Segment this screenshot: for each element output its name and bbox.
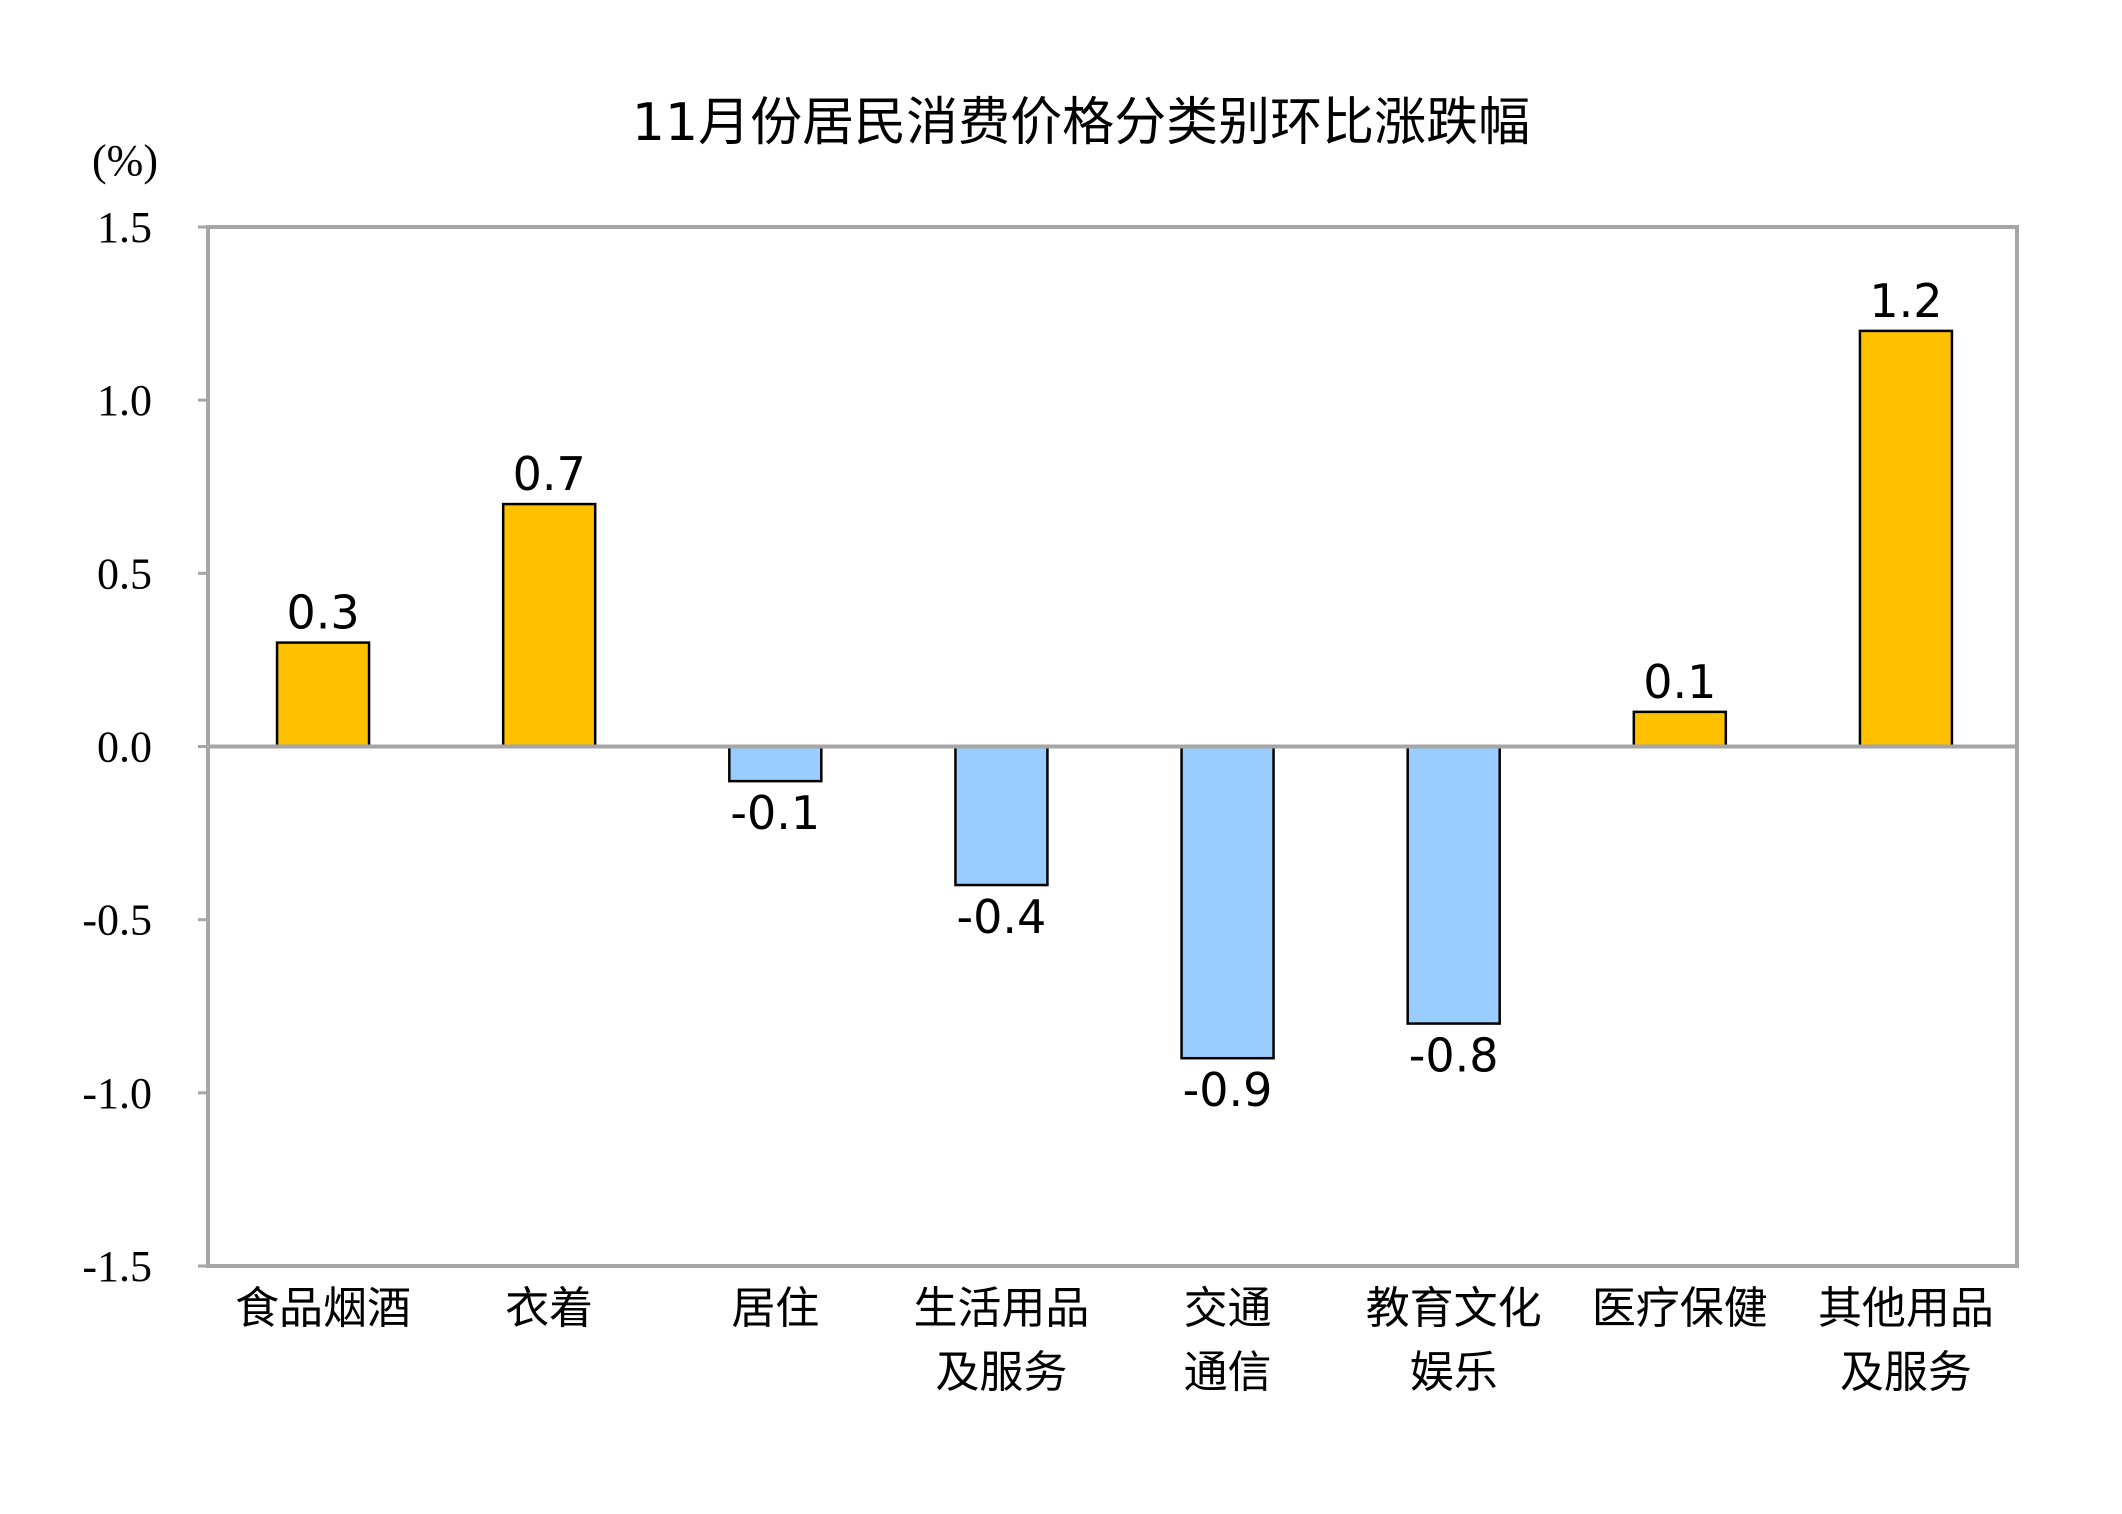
chart-title: 11月份居民消费价格分类别环比涨跌幅	[632, 93, 1530, 153]
bar	[275, 641, 371, 748]
category-label: 其他用品	[1818, 1283, 1994, 1334]
category-label: 衣着	[505, 1283, 593, 1334]
y-tick-label: 1.5	[97, 203, 152, 252]
data-label: -0.4	[957, 890, 1047, 944]
bar	[501, 502, 597, 748]
data-label: 0.3	[286, 586, 359, 640]
data-label: -0.9	[1183, 1063, 1273, 1117]
y-tick-label: -1.0	[82, 1069, 152, 1118]
bar	[1180, 745, 1275, 1060]
y-tick-label: -1.5	[82, 1242, 152, 1291]
category-label: 食品烟酒	[235, 1283, 411, 1334]
y-axis-unit: (%)	[92, 136, 158, 185]
category-label: 通信	[1184, 1347, 1272, 1398]
bar	[728, 745, 823, 783]
data-label: -0.8	[1409, 1029, 1499, 1083]
data-label: 0.7	[513, 447, 586, 501]
category-label: 医疗保健	[1592, 1283, 1768, 1334]
category-label: 及服务	[1840, 1347, 1972, 1398]
bar	[1858, 329, 1954, 748]
category-label: 及服务	[935, 1347, 1067, 1398]
data-label: -0.1	[730, 786, 820, 840]
y-tick-label: 0.5	[97, 549, 152, 598]
category-label: 生活用品	[913, 1283, 1089, 1334]
bar	[954, 745, 1049, 887]
bar	[1632, 710, 1728, 748]
category-label: 教育文化	[1366, 1283, 1542, 1334]
y-tick-label: 1.0	[97, 376, 152, 425]
data-label: 1.2	[1869, 274, 1942, 328]
category-label: 娱乐	[1410, 1347, 1498, 1398]
y-tick-label: 0.0	[97, 723, 152, 772]
data-label: 0.1	[1643, 655, 1716, 709]
bar	[1406, 745, 1501, 1025]
category-label: 居住	[731, 1283, 819, 1334]
category-label: 交通	[1184, 1283, 1272, 1334]
y-tick-label: -0.5	[82, 896, 152, 945]
